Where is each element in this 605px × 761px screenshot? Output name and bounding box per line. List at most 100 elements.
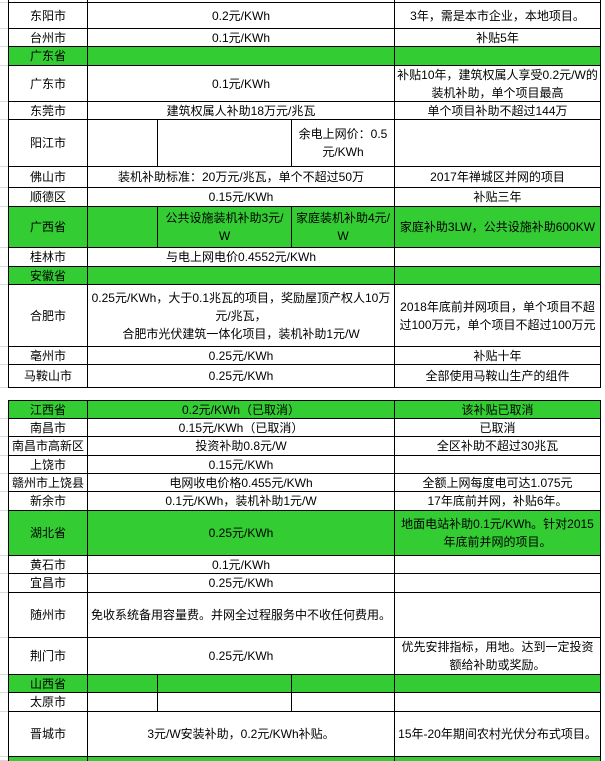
note-cell: 全区补助不超过30兆瓦 <box>395 437 601 456</box>
city-row: 赣州市上饶县 电网收电价格0.455元/KWh 全额上网每度电可达1.075元 <box>0 474 605 492</box>
note-cell: 2017年禅城区并网的项目 <box>395 167 601 188</box>
city-row: 马鞍山市 0.25元/KWh 全部使用马鞍山生产的组件 <box>0 365 605 388</box>
subsidy-cell-4: 家庭装机补助4元/W <box>292 207 395 248</box>
city-name-cell: 赣州市上饶县 <box>8 474 88 492</box>
subsidy-cell: 0.1元/KWh <box>88 29 395 47</box>
city-name-cell: 马鞍山市 <box>8 365 88 388</box>
city-name-cell: 台州市 <box>8 29 88 47</box>
city-name-cell: 东阳市 <box>8 3 88 29</box>
note-cell <box>395 757 601 761</box>
subsidy-cell: 3元/W安装补助，0.2元/KWh补贴。 <box>88 712 395 757</box>
city-row: 合肥市 0.25元/KWh，大于0.1兆瓦的项目，奖励屋顶产权人10万元/兆瓦， … <box>0 285 605 347</box>
subsidy-cell <box>88 757 395 761</box>
gridline-gutter <box>0 188 8 207</box>
province-row <box>0 757 605 761</box>
city-name-cell: 合肥市 <box>8 285 88 347</box>
note-cell: 家庭补助3LW，公共设施补助600KW <box>395 207 601 248</box>
province-row: 广西省 公共设施装机补助3元/W 家庭装机补助4元/W 家庭补助3LW，公共设施补助6… <box>0 207 605 248</box>
note-cell: 15年-20年期间农村光伏分布式项目。 <box>395 712 601 757</box>
gridline-gutter <box>0 492 8 511</box>
subsidy-cell <box>88 47 395 66</box>
subsidy-cell: 0.25元/KWh <box>88 347 395 365</box>
city-row: 东阳市 0.2元/KWh 3年，需是本市企业，本地项目。 <box>0 3 605 29</box>
subsidy-cell: 0.25元/KWh <box>88 511 395 556</box>
subsidy-cell: 装机补助标准：20万元/兆瓦，单个不超过50万 <box>88 167 395 188</box>
city-row: 阳江市 余电上网价：0.5元/KWh <box>0 120 605 167</box>
note-cell <box>395 267 601 285</box>
city-row: 广东市 0.1元/KWh 补贴10年，建筑权属人享受0.2元/W的装机补助，单个项目… <box>0 66 605 102</box>
gridline-gutter <box>0 712 8 757</box>
city-name-cell: 南昌市高新区 <box>8 437 88 456</box>
city-name-cell: 东莞市 <box>8 102 88 120</box>
city-name-cell: 上饶市 <box>8 456 88 474</box>
note-cell: 补贴10年，建筑权属人享受0.2元/W的装机补助，单个项目最高 <box>395 66 601 102</box>
gridline-gutter <box>0 29 8 47</box>
city-row: 随州市 免收系统备用容量费。并网全过程服务中不收任何费用。 <box>0 593 605 638</box>
city-name-cell: 阳江市 <box>8 120 88 167</box>
city-row <box>0 0 605 3</box>
city-name-cell: 随州市 <box>8 593 88 638</box>
province-row: 安徽省 <box>0 267 605 285</box>
province-name-cell: 江西省 <box>8 400 88 419</box>
subsidy-cell-3: 公共设施装机补助3元/W <box>158 207 292 248</box>
gridline-gutter <box>0 638 8 675</box>
city-row: 南昌市高新区 投资补助0.8元/W 全区补助不超过30兆瓦 <box>0 437 605 456</box>
subsidy-cell: 免收系统备用容量费。并网全过程服务中不收任何费用。 <box>88 593 395 638</box>
subsidy-cell-4 <box>292 693 395 712</box>
gridline-gutter <box>0 285 8 347</box>
city-row: 台州市 0.1元/KWh 补贴5年 <box>0 29 605 47</box>
subsidy-cell: 0.15元/KWh <box>88 456 395 474</box>
note-cell: 2018年底前并网项目，单个项目不超过100万元，单个项目不超过100万元 <box>395 285 601 347</box>
subsidy-cell: 0.25元/KWh <box>88 574 395 593</box>
city-name-cell: 荆门市 <box>8 638 88 675</box>
subsidy-cell <box>88 267 395 285</box>
subsidy-cell: 投资补助0.8元/W <box>88 437 395 456</box>
gridline-gutter <box>0 120 8 167</box>
note-cell: 全部使用马鞍山生产的组件 <box>395 365 601 388</box>
province-name-cell: 湖北省 <box>8 511 88 556</box>
note-cell <box>395 675 601 693</box>
province-name-cell: 山西省 <box>8 675 88 693</box>
city-name-cell: 桂林市 <box>8 248 88 267</box>
gridline-gutter <box>0 66 8 102</box>
gridline-gutter <box>0 675 8 693</box>
note-cell: 地面电站补助0.1元/KWh。针对2015年底前并网的项目。 <box>395 511 601 556</box>
note-cell <box>395 120 601 167</box>
gridline-gutter <box>0 556 8 574</box>
subsidy-cell-3 <box>158 693 292 712</box>
gridline-gutter <box>0 102 8 120</box>
subsidy-cell <box>88 0 395 3</box>
subsidy-cell-2 <box>88 675 158 693</box>
province-name-cell: 广东省 <box>8 47 88 66</box>
city-name-cell: 南昌市 <box>8 419 88 437</box>
note-cell: 3年，需是本市企业，本地项目。 <box>395 3 601 29</box>
subsidy-cell-3 <box>158 120 292 167</box>
city-name-cell: 太原市 <box>8 693 88 712</box>
city-row: 新余市 0.1元/KWh，装机补助1元/W 17年底前并网，补贴6年。 <box>0 492 605 511</box>
city-row: 南昌市 0.15元/KWh（已取消） 已取消 <box>0 419 605 437</box>
city-row: 顺德区 0.15元/KWh 补贴三年 <box>0 188 605 207</box>
note-cell <box>395 248 601 267</box>
gridline-gutter <box>0 419 8 437</box>
note-cell <box>395 593 601 638</box>
city-row: 太原市 <box>0 693 605 712</box>
gridline-gutter <box>0 47 8 66</box>
subsidy-cell-2 <box>88 693 158 712</box>
note-cell: 17年底前并网，补贴6年。 <box>395 492 601 511</box>
gridline-gutter <box>0 3 8 29</box>
gridline-gutter <box>0 693 8 712</box>
city-name-cell: 广东市 <box>8 66 88 102</box>
subsidy-cell: 0.25元/KWh <box>88 365 395 388</box>
note-cell: 该补贴已取消 <box>395 400 601 419</box>
province-row: 广东省 <box>0 47 605 66</box>
spacer-row <box>0 388 605 400</box>
note-cell: 单个项目补助不超过144万 <box>395 102 601 120</box>
note-cell <box>395 456 601 474</box>
city-name-cell: 晋城市 <box>8 712 88 757</box>
subsidy-cell: 0.2元/KWh <box>88 3 395 29</box>
gridline-gutter <box>0 757 8 761</box>
note-cell: 全额上网每度电可达1.075元 <box>395 474 601 492</box>
note-cell <box>395 574 601 593</box>
province-row: 山西省 <box>0 675 605 693</box>
gridline-gutter <box>0 437 8 456</box>
